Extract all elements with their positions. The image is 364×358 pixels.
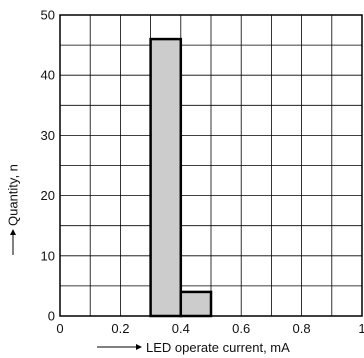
x-tick-label: 0	[56, 321, 63, 336]
x-tick-label: 0.8	[293, 321, 311, 336]
y-axis-label-group: Quantity, n	[6, 164, 21, 255]
x-axis-label: LED operate current, mA	[146, 340, 290, 355]
x-tick-label: 0.2	[111, 321, 129, 336]
x-tick-label: 1	[358, 321, 364, 336]
x-tick-label: 0.6	[232, 321, 250, 336]
y-tick-label: 50	[41, 8, 55, 23]
x-axis-arrow-head	[136, 344, 142, 350]
y-axis-label: Quantity, n	[6, 164, 21, 226]
x-axis-label-group: LED operate current, mA	[97, 340, 290, 355]
y-tick-label: 40	[41, 68, 55, 83]
x-tick-label: 0.4	[172, 321, 190, 336]
bars	[149, 37, 213, 318]
y-tick-label: 30	[41, 128, 55, 143]
grid-lines	[60, 15, 362, 316]
y-axis-arrow-head	[10, 229, 16, 235]
y-tick-label: 0	[48, 309, 55, 324]
y-tick-label: 10	[41, 248, 55, 263]
plot-frame	[59, 14, 363, 317]
y-tick-label: 20	[41, 188, 55, 203]
histogram-bar-2	[179, 290, 213, 318]
histogram-bar-1	[149, 37, 183, 318]
